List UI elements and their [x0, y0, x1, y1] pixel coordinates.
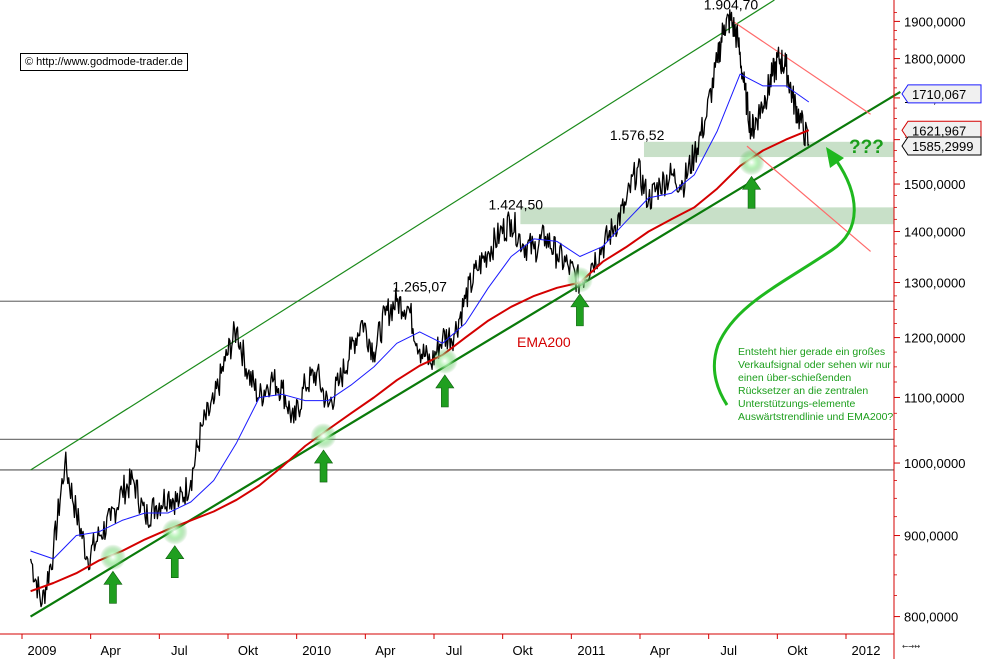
y-tick-label-5: 1400,0000: [904, 225, 965, 240]
support-arrow-1: [161, 518, 188, 579]
support-glow: [566, 266, 593, 293]
x-tick-label-3: Okt: [238, 643, 259, 658]
support-glow: [99, 544, 126, 571]
y-tick-label-7: 1200,0000: [904, 331, 965, 346]
source-copyright-box: © http://www.godmode-trader.de: [20, 53, 188, 71]
peak-label-3: 1.265,07: [392, 278, 447, 294]
down_trend-line-2: [730, 19, 871, 115]
down_trend-line-3: [746, 145, 871, 252]
support-zone-1: [520, 207, 894, 225]
up-arrow-icon: [570, 293, 590, 327]
support-arrow-0: [99, 544, 126, 604]
x-tick-label-11: Okt: [787, 643, 808, 658]
support-glow: [738, 149, 765, 176]
x-tick-label-2: Jul: [171, 643, 188, 658]
support-glow: [310, 423, 337, 450]
x-tick-label-6: Jul: [446, 643, 463, 658]
price-marker-box: [901, 84, 982, 104]
scroll-nav-icons[interactable]: ←→↔: [902, 641, 921, 652]
curved-pointer-arrowhead: [826, 147, 844, 168]
price-marker-label: 1585,2999: [912, 139, 973, 154]
y-tick-label-10: 900,0000: [904, 529, 958, 544]
x-tick-label-1: Apr: [101, 643, 122, 658]
y-tick-label-11: 800,0000: [904, 610, 958, 625]
support-glow: [431, 347, 458, 374]
ema200-label: EMA200: [517, 334, 571, 350]
y-tick-label-9: 1000,0000: [904, 456, 965, 471]
horizontal-levels: [0, 300, 894, 471]
price-marker-0: 1710,067: [901, 84, 982, 104]
peak-label-2: 1.424,50: [489, 197, 544, 213]
y-tick-label-4: 1500,0000: [904, 177, 965, 192]
support-arrows: [99, 149, 765, 604]
x-tick-label-7: Okt: [513, 643, 534, 658]
x-tick-label-5: Apr: [375, 643, 396, 658]
x-tick-label-12: 2012: [852, 643, 881, 658]
channel_top-line-1: [30, 0, 775, 471]
price-marker-box: [901, 136, 982, 156]
price-marker-label: 1621,967: [912, 123, 966, 138]
support-zones: [520, 141, 894, 225]
x-tick-label-8: 2011: [577, 643, 605, 658]
peak-label-0: 1.904,70: [704, 0, 759, 13]
y-tick-label-6: 1300,0000: [904, 276, 965, 291]
x-tick-label-10: Jul: [720, 643, 737, 658]
up-arrow-icon: [741, 175, 762, 209]
price-marker-label: 1710,067: [912, 87, 966, 102]
x-tick-label-0: 2009: [28, 643, 57, 658]
x-tick-label-4: 2010: [302, 643, 331, 658]
price-series: [29, 9, 810, 608]
support-arrow-4: [566, 266, 593, 327]
y-tick-label-8: 1100,0000: [904, 390, 965, 405]
y-tick-label-0: 1900,0000: [904, 14, 965, 29]
support-arrow-5: [738, 149, 765, 209]
curved-pointer-arrow: [712, 159, 856, 406]
question-marks: ???: [849, 137, 884, 158]
up-arrow-icon: [435, 374, 455, 408]
support-glow: [161, 518, 188, 545]
support-arrow-2: [310, 423, 337, 483]
up-arrow-icon: [313, 449, 334, 483]
x-tick-label-9: Apr: [650, 643, 671, 658]
series-lines: [29, 9, 810, 608]
peak-labels: 1.904,70 1.576,52 1.424,50 1.265,07: [392, 0, 758, 294]
ema200-series: [30, 129, 810, 593]
peak-label-1: 1.576,52: [610, 127, 665, 143]
annotation-note: Entsteht hier gerade ein großes Verkaufs…: [738, 346, 894, 423]
ema_short-series: [30, 73, 810, 560]
y-tick-label-1: 1800,0000: [904, 52, 965, 67]
support-arrow-3: [431, 347, 458, 408]
up-arrow-icon: [165, 545, 185, 579]
up-arrow-icon: [103, 570, 123, 604]
price-marker-2: 1585,2999: [901, 136, 982, 156]
